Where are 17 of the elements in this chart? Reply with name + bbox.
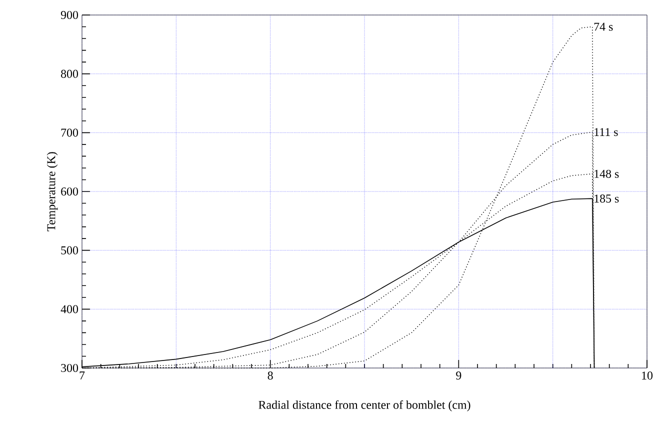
y-tick-label: 700	[61, 128, 78, 137]
y-tick-label: 300	[61, 364, 78, 372]
x-tick-label: 9	[456, 372, 462, 380]
x-axis-title: Radial distance from center of bomblet (cm)	[258, 400, 470, 412]
series-label: 148 s	[594, 170, 619, 178]
x-tick-label: 8	[268, 372, 273, 380]
y-tick-label: 900	[60, 10, 78, 20]
y-axis-title: Temperature (K)	[46, 152, 58, 232]
series-label: 111 s	[594, 128, 618, 136]
y-tick-label: 400	[60, 305, 78, 314]
series-label: 74 s	[594, 22, 613, 31]
y-tick-label: 600	[61, 187, 78, 196]
series-label: 185 s	[594, 194, 619, 203]
y-tick-label: 500	[61, 246, 78, 254]
x-tick-label: 10	[642, 372, 653, 380]
y-tick-label: 800	[61, 70, 78, 78]
x-tick-label: 7	[80, 372, 85, 380]
